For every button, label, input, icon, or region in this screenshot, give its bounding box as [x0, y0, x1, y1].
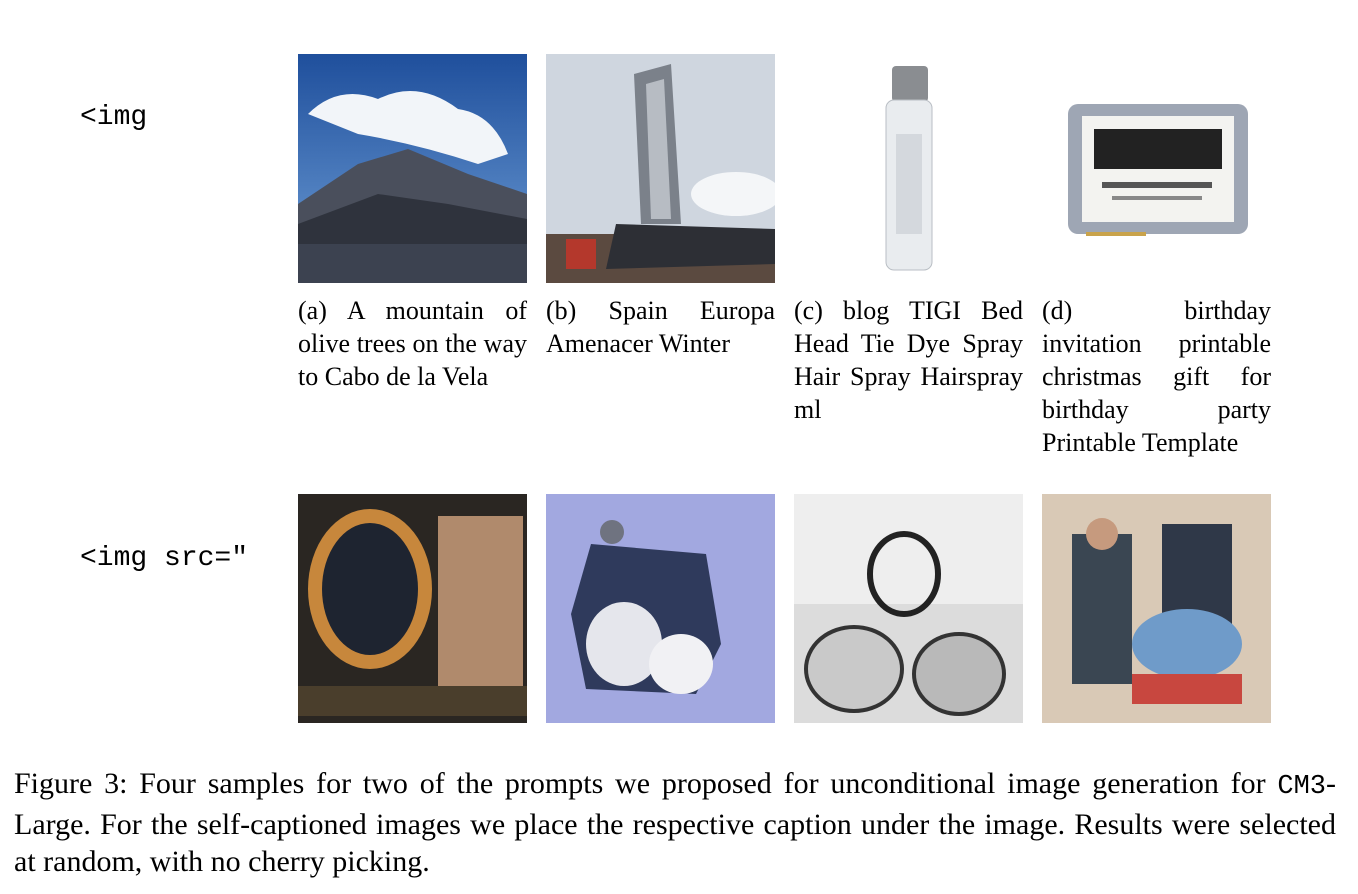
- prompt-1: <img: [80, 102, 148, 133]
- caption-b: (b) Spain Europa Amenacer Winter: [546, 296, 775, 358]
- invitation-card-image: [1042, 54, 1271, 283]
- figure-caption-prefix: Figure 3: Four samples for two of the pr…: [14, 767, 1266, 800]
- figure-caption-suffix: -Large. For the self-captioned images we…: [14, 767, 1336, 878]
- blurry-object-image: [546, 494, 775, 723]
- building-image: [546, 54, 775, 283]
- caption-a: (a) A mountain of olive trees on the way…: [298, 296, 527, 391]
- caption-d: (d) birthday invitation printable christ…: [1042, 296, 1271, 457]
- mountain-image: [298, 54, 527, 283]
- model-name: CM3: [1277, 772, 1326, 802]
- figure-caption: Figure 3: Four samples for two of the pr…: [14, 765, 1336, 880]
- prompt-2: <img src=": [80, 543, 249, 574]
- spray-bottle-image: [794, 54, 1023, 283]
- caption-c: (c) blog TIGI Bed Head Tie Dye Spray Hai…: [794, 296, 1023, 424]
- crowd-scene-image: [1042, 494, 1271, 723]
- gold-ring-image: [298, 494, 527, 723]
- sketch-scene-image: [794, 494, 1023, 723]
